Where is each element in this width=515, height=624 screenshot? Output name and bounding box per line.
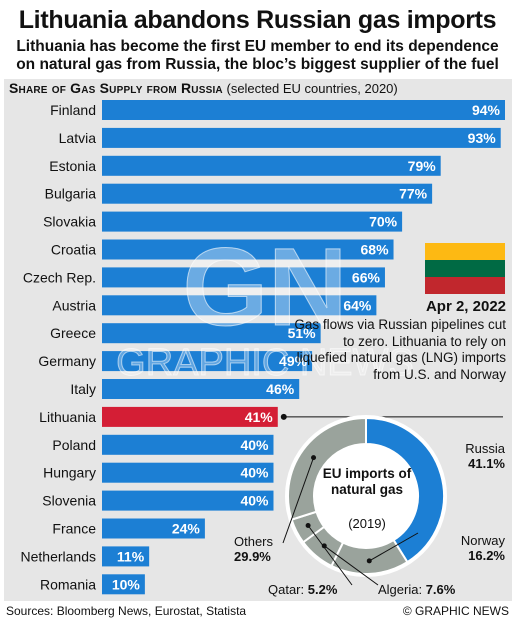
category-label: Croatia bbox=[51, 242, 96, 258]
flag-stripe bbox=[425, 260, 505, 277]
value-label: 11% bbox=[117, 548, 145, 564]
bar-chart-note: (selected EU countries, 2020) bbox=[226, 81, 398, 96]
bar bbox=[102, 434, 274, 455]
value-label: 40% bbox=[240, 437, 269, 453]
value-label: 70% bbox=[369, 214, 398, 230]
flag-stripe bbox=[425, 243, 505, 260]
value-label: 93% bbox=[468, 130, 497, 146]
category-label: Poland bbox=[52, 437, 96, 453]
category-label: Hungary bbox=[43, 465, 96, 481]
category-label: Austria bbox=[52, 297, 96, 313]
slice-label-algeria: Algeria: 7.6% bbox=[378, 582, 455, 597]
bar bbox=[102, 574, 145, 595]
category-label: Lithuania bbox=[39, 409, 96, 425]
slice-name: Others bbox=[234, 534, 274, 549]
slice-name: Norway bbox=[460, 533, 505, 548]
credit: © GRAPHIC NEWS bbox=[402, 604, 509, 618]
value-label: 10% bbox=[112, 576, 141, 592]
bar-chart-title: Share of Gas Supply from Russia bbox=[9, 80, 223, 96]
chart-subtitle: Lithuania has become the first EU member… bbox=[16, 38, 499, 73]
bar bbox=[102, 351, 313, 372]
slice-leader bbox=[282, 457, 315, 544]
bar bbox=[102, 183, 433, 204]
slice-value: 7.6% bbox=[425, 582, 456, 597]
bar bbox=[102, 295, 377, 316]
slice-dot bbox=[305, 523, 311, 529]
bar bbox=[102, 127, 501, 148]
value-label: 40% bbox=[240, 493, 269, 509]
slice-colon: : bbox=[418, 582, 426, 597]
donut-slice bbox=[365, 416, 445, 564]
lithuania-flag-icon bbox=[425, 243, 505, 294]
slice-leader bbox=[323, 545, 379, 586]
category-label: Finland bbox=[50, 102, 96, 118]
slice-dot bbox=[311, 455, 317, 461]
category-label: Slovakia bbox=[43, 214, 96, 230]
category-label: Estonia bbox=[49, 158, 96, 174]
bar bbox=[102, 490, 274, 511]
bar bbox=[102, 100, 505, 120]
slice-name: Qatar bbox=[268, 582, 301, 597]
category-label: Romania bbox=[40, 576, 96, 592]
value-label: 46% bbox=[266, 381, 295, 397]
donut-title: EU imports of natural gas bbox=[322, 466, 412, 497]
slice-value: 5.2% bbox=[307, 582, 338, 597]
bar bbox=[102, 462, 274, 483]
category-label: Germany bbox=[38, 353, 96, 369]
value-label: 41% bbox=[245, 409, 274, 425]
value-label: 49% bbox=[279, 353, 308, 369]
slice-value: 41.1% bbox=[468, 456, 505, 471]
value-label: 64% bbox=[343, 297, 372, 313]
slice-dot bbox=[366, 558, 372, 564]
slice-leader bbox=[307, 525, 353, 586]
bar bbox=[102, 406, 278, 427]
category-label: Greece bbox=[50, 325, 96, 341]
bar bbox=[102, 518, 205, 539]
slice-name: Russia bbox=[465, 441, 505, 456]
value-label: 40% bbox=[240, 465, 269, 481]
donut-slice bbox=[287, 416, 367, 521]
slice-value: 16.2% bbox=[468, 548, 505, 563]
slice-dot bbox=[321, 543, 327, 549]
value-label: 66% bbox=[352, 269, 381, 285]
sources: Sources: Bloomberg News, Eurostat, Stati… bbox=[6, 604, 247, 618]
slice-label-norway: Norway 16.2% bbox=[461, 533, 505, 563]
category-label: Latvia bbox=[59, 130, 97, 146]
slice-label-qatar: Qatar: 5.2% bbox=[268, 582, 337, 597]
value-label: 24% bbox=[172, 521, 201, 537]
value-label: 51% bbox=[288, 325, 317, 341]
category-label: Czech Rep. bbox=[23, 269, 96, 285]
slice-value: 29.9% bbox=[234, 549, 271, 564]
category-label: Netherlands bbox=[21, 548, 97, 564]
category-label: Slovenia bbox=[42, 493, 96, 509]
bar bbox=[102, 379, 300, 399]
bar bbox=[102, 239, 394, 260]
bar bbox=[102, 267, 385, 288]
slice-leader bbox=[369, 532, 419, 562]
donut-subtitle: (2019) bbox=[348, 516, 386, 531]
category-label: Italy bbox=[70, 381, 96, 397]
bar bbox=[102, 155, 441, 176]
slice-colon: : bbox=[300, 582, 308, 597]
bar-chart-heading: Share of Gas Supply from Russia (selecte… bbox=[9, 80, 398, 96]
category-label: Bulgaria bbox=[45, 186, 97, 202]
slice-name: Algeria bbox=[378, 582, 419, 597]
slice-label-russia: Russia 41.1% bbox=[465, 441, 505, 471]
category-label: France bbox=[52, 521, 96, 537]
value-label: 68% bbox=[361, 242, 390, 258]
slice-label-others: Others 29.9% bbox=[234, 534, 273, 564]
bar bbox=[102, 546, 150, 567]
callout-text: Gas flows via Russian pipelines cut to z… bbox=[294, 317, 506, 382]
chart-title: Lithuania abandons Russian gas imports bbox=[18, 6, 497, 34]
bar bbox=[102, 323, 321, 344]
callout-date: Apr 2, 2022 bbox=[425, 298, 506, 315]
value-label: 77% bbox=[399, 186, 428, 202]
value-label: 79% bbox=[408, 158, 437, 174]
flag-stripe bbox=[425, 277, 505, 294]
bar bbox=[102, 211, 403, 232]
value-label: 94% bbox=[472, 102, 501, 118]
donut-hole bbox=[315, 445, 417, 547]
